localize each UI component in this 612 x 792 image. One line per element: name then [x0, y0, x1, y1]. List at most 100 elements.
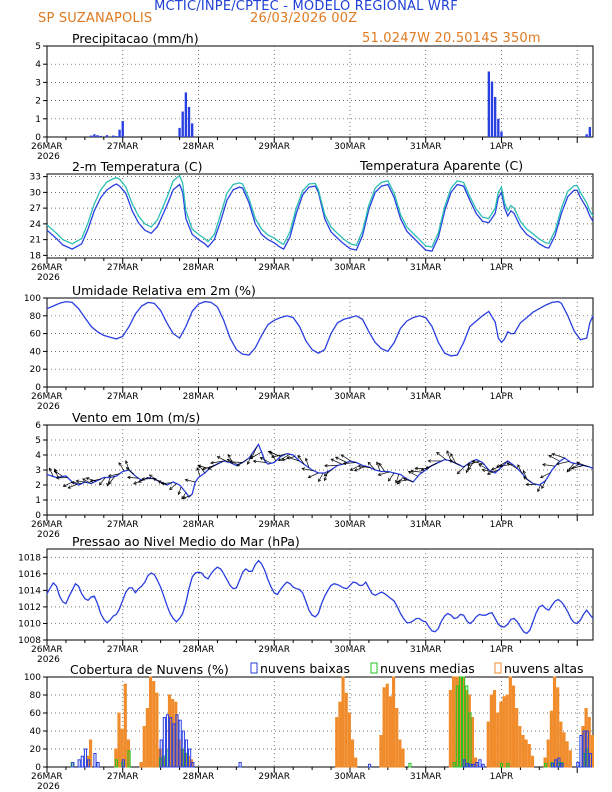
wind-arrow-shaft [108, 476, 116, 485]
wind-arrow-head [216, 456, 221, 460]
rh-ytick-label: 60 [30, 330, 42, 340]
rh-xtick-label: 29MAR [258, 392, 290, 402]
wind-arrow-shaft [253, 460, 267, 463]
rh-xtick-label: 27MAR [107, 392, 139, 402]
cloud-bar-nuvens-baixas [475, 762, 479, 768]
cloud-bar-nuvens-altas [152, 681, 156, 768]
wind-arrow-shaft [127, 476, 139, 479]
wind-arrow-head [126, 475, 131, 480]
wind-xtick-label: 30MAR [334, 520, 366, 530]
rh-xtick-label: 26MAR [31, 392, 63, 402]
wind-arrow-head [466, 462, 471, 466]
wind-arrow-shaft [341, 454, 352, 462]
precip-panel [43, 45, 594, 143]
rh-xtick-label: 30MAR [334, 392, 366, 402]
wind-arrow-head [566, 468, 571, 473]
wind-arrow-shaft [202, 465, 215, 470]
wind-arrow-head [148, 474, 153, 478]
cloud-bar-nuvens-altas [552, 676, 557, 768]
cloud-bar-nuvens-altas [518, 726, 522, 768]
pressure-xtick-label: 30MAR [334, 645, 366, 655]
wind-arrow-head [89, 479, 94, 483]
clouds-title: Cobertura de Nuvens (%) [70, 662, 229, 677]
wind-arrow-shaft [302, 468, 314, 472]
cloud-bar-nuvens-altas [117, 712, 121, 768]
wind-arrow-head [141, 477, 145, 481]
precip-ytick-label: 4 [35, 60, 41, 70]
wind-arrow-shaft [376, 461, 381, 472]
cloud-bar-nuvens-altas [530, 755, 535, 768]
cloud-bar-nuvens-altas [521, 735, 525, 768]
precip-bar [99, 135, 102, 137]
wind-arrow-head [410, 469, 414, 473]
wind-arrow-head [375, 461, 380, 465]
wind-arrow-shaft [181, 492, 187, 500]
wind-arrow-head [138, 479, 142, 483]
rh-ytick-label: 20 [30, 365, 42, 375]
wind-arrow-shaft [106, 477, 111, 487]
wind-arrow-head [570, 466, 575, 470]
wind-arrow-head [85, 477, 90, 481]
temp-ytick-label: 21 [30, 236, 41, 246]
cloud-bar-nuvens-altas [511, 685, 516, 768]
precip-ytick-label: 0 [35, 133, 41, 143]
wind-arrow-shaft [537, 483, 542, 492]
wind-arrow-head [277, 458, 282, 462]
cloud-bar-nuvens-medias [452, 762, 456, 768]
wind-arrow-shaft [397, 479, 409, 482]
pressure-ytick-label: 1016 [18, 570, 41, 580]
rh-ytick-label: 80 [30, 312, 42, 322]
clouds-xtick-label: 31MAR [410, 772, 442, 782]
wind-arrow-shaft [249, 451, 262, 460]
wind-arrow-head [450, 453, 454, 457]
wind-arrow-shaft [540, 472, 551, 479]
wind-xyear-label: 2026 [37, 530, 60, 540]
wind-arrow-head [197, 464, 201, 468]
wind-arrow-head [99, 481, 103, 486]
wind-arrow-shaft [210, 460, 224, 464]
wind-arrow-head [490, 467, 495, 471]
rh-panel [43, 297, 594, 393]
cloud-bar-nuvens-altas [546, 739, 550, 768]
wind-arrow-shaft [388, 472, 395, 482]
precip-bar [585, 134, 588, 137]
cloud-bar-nuvens-baixas [184, 739, 189, 768]
precip-xtick-label: 31MAR [410, 142, 442, 152]
wind-arrow-shaft [403, 478, 414, 483]
cloud-bar-nuvens-medias [127, 750, 131, 768]
wind-arrow-shaft [541, 480, 546, 489]
wind-arrow-shaft [467, 460, 480, 466]
precip-xtick-label: 28MAR [183, 142, 215, 152]
wind-arrow-head [259, 457, 264, 461]
precip-bar [121, 120, 124, 137]
wind-arrow-shaft [335, 456, 347, 463]
wind-arrow-head [551, 452, 556, 457]
wind-arrow-shaft [287, 456, 300, 462]
precip-bar [187, 106, 191, 137]
wind-arrow-head [67, 485, 72, 489]
wind-arrow-shaft [90, 478, 101, 482]
wind-ytick-label: 1 [35, 496, 41, 506]
wind-arrow-shaft [196, 467, 201, 477]
wind-arrow-shaft [576, 462, 589, 467]
wind-arrow-head [367, 461, 372, 466]
precip-bar [90, 135, 93, 137]
wind-arrow-head [201, 466, 206, 471]
precip-bar [588, 126, 592, 137]
wind-xtick-label: 27MAR [107, 520, 139, 530]
cloud-bar-nuvens-medias [114, 759, 119, 768]
cloud-bar-nuvens-altas [515, 708, 519, 768]
wind-arrow-head [377, 472, 382, 476]
cloud-bar-nuvens-altas [556, 687, 560, 768]
rh-xyear-label: 2026 [37, 402, 60, 412]
rh-ytick-label: 0 [35, 383, 41, 393]
cloud-bar-nuvens-altas [508, 676, 512, 768]
station-name: SP SUZANAPOLIS [38, 11, 153, 26]
wind-arrow-shaft [182, 495, 191, 499]
cloud-bar-nuvens-altas [451, 676, 456, 768]
cloud-bar-nuvens-baixas [87, 759, 91, 768]
wind-arrow-shaft [185, 479, 196, 483]
wind-arrow-shaft [82, 478, 92, 484]
wind-arrow-head [539, 475, 544, 479]
wind-arrow-shaft [517, 464, 523, 474]
